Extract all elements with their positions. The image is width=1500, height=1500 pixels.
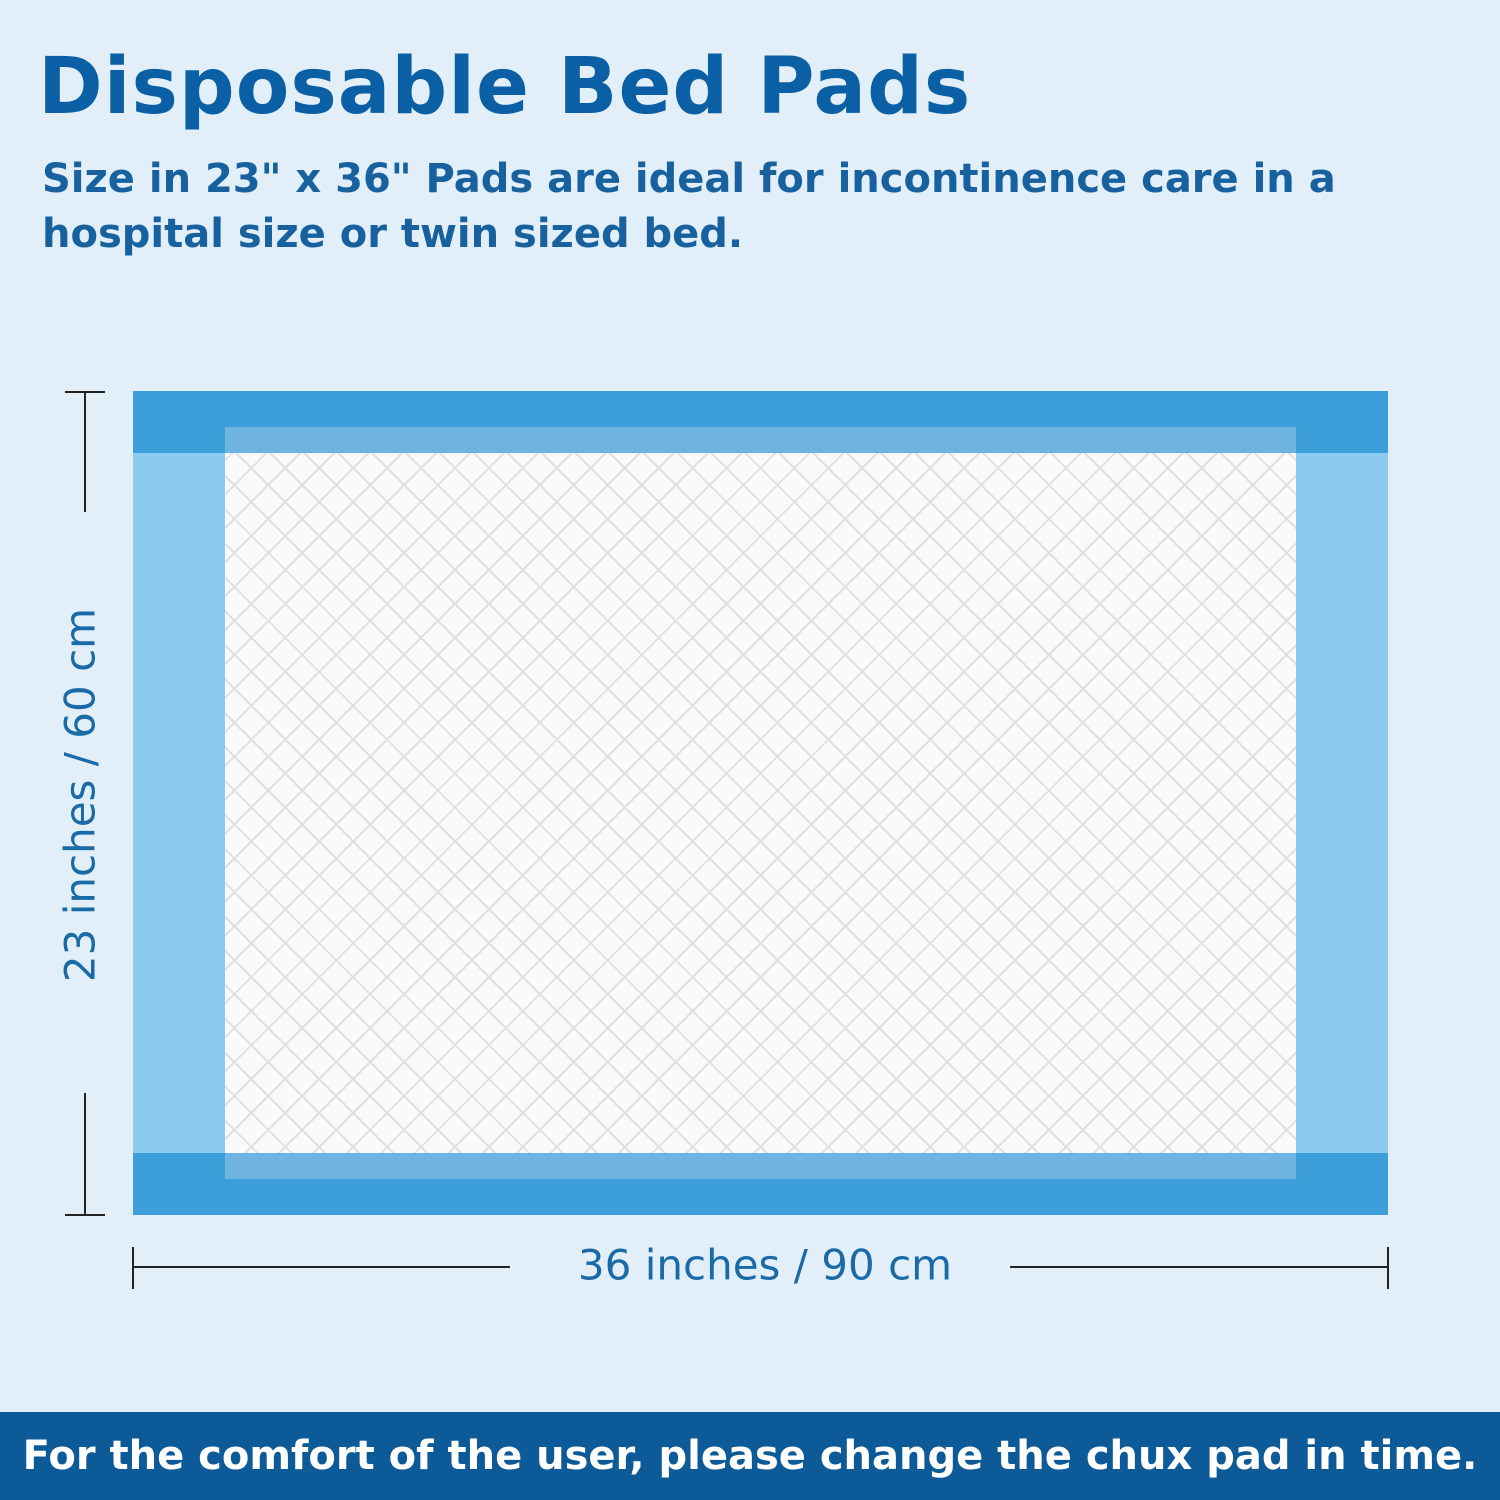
page-title: Disposable Bed Pads bbox=[38, 42, 972, 132]
footer-text: For the comfort of the user, please chan… bbox=[22, 1433, 1478, 1479]
subtitle: Size in 23" x 36" Pads are ideal for inc… bbox=[42, 156, 1336, 257]
height-dimension-line-top bbox=[84, 391, 86, 512]
height-dimension-label: 23 inches / 60 cm bbox=[55, 607, 105, 983]
width-dimension-line-right bbox=[1010, 1266, 1388, 1268]
height-dimension-tick-bottom bbox=[65, 1214, 105, 1216]
width-dimension-label: 36 inches / 90 cm bbox=[577, 1240, 953, 1290]
pad-bottom-strip bbox=[225, 1153, 1296, 1179]
pad-absorbent-quilt bbox=[225, 453, 1296, 1153]
width-dimension-line-left bbox=[133, 1266, 510, 1268]
height-dimension-line-bottom bbox=[84, 1093, 86, 1215]
width-dimension-tick-right bbox=[1387, 1247, 1389, 1289]
footer-banner: For the comfort of the user, please chan… bbox=[0, 1412, 1500, 1500]
pad-top-strip bbox=[225, 427, 1296, 453]
width-dimension-tick-left bbox=[132, 1247, 134, 1289]
bed-pad-illustration bbox=[133, 391, 1388, 1215]
